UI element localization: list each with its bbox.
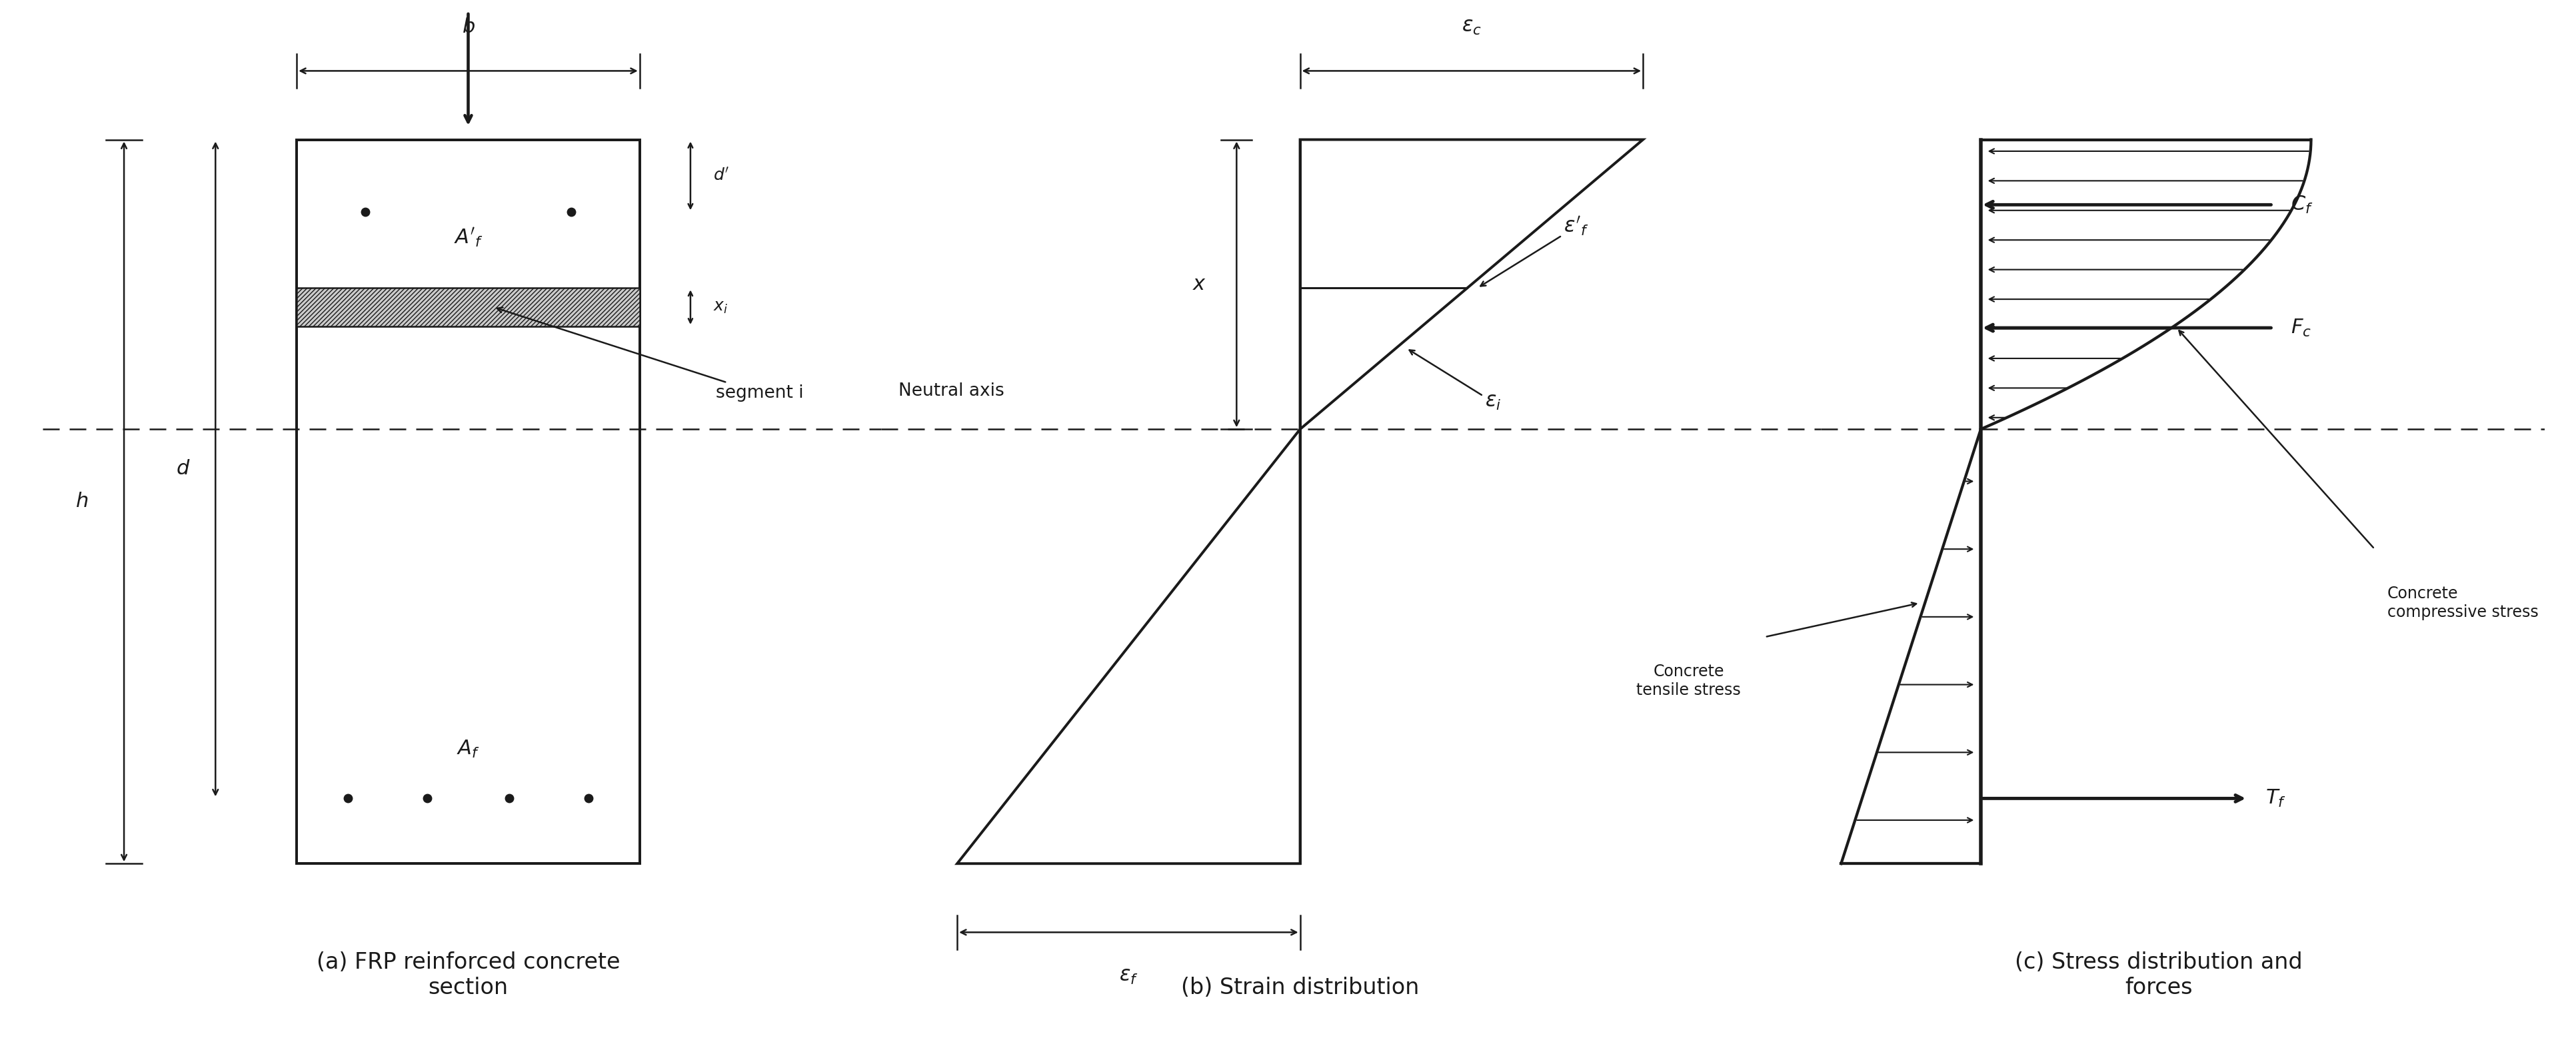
Text: Neutral axis: Neutral axis (899, 383, 1005, 399)
Text: $b$: $b$ (461, 18, 474, 36)
Text: $h$: $h$ (75, 492, 88, 512)
Text: (c) Stress distribution and
forces: (c) Stress distribution and forces (2014, 952, 2303, 998)
Text: $d'$: $d'$ (714, 167, 729, 184)
Polygon shape (296, 288, 639, 327)
Text: $\varepsilon_i$: $\varepsilon_i$ (1409, 350, 1502, 412)
Text: $d$: $d$ (175, 460, 191, 478)
Text: $C_f$: $C_f$ (2290, 194, 2313, 215)
Text: $F_c$: $F_c$ (2290, 317, 2311, 338)
Text: $x_i$: $x_i$ (714, 300, 729, 315)
Text: $A_f$: $A_f$ (456, 739, 479, 759)
Text: $\varepsilon_f$: $\varepsilon_f$ (1118, 966, 1139, 986)
Text: (b) Strain distribution: (b) Strain distribution (1180, 977, 1419, 998)
Text: segment i: segment i (497, 308, 804, 401)
Text: Concrete
tensile stress: Concrete tensile stress (1636, 664, 1741, 699)
Text: Concrete
compressive stress: Concrete compressive stress (2385, 586, 2537, 620)
Text: $A'_f$: $A'_f$ (453, 227, 482, 250)
Text: $\varepsilon'_f$: $\varepsilon'_f$ (1481, 215, 1589, 286)
Text: (a) FRP reinforced concrete
section: (a) FRP reinforced concrete section (317, 952, 621, 998)
Text: $T_f$: $T_f$ (2264, 788, 2285, 809)
Text: $x$: $x$ (1193, 275, 1206, 294)
Text: $\varepsilon_c$: $\varepsilon_c$ (1461, 18, 1481, 36)
